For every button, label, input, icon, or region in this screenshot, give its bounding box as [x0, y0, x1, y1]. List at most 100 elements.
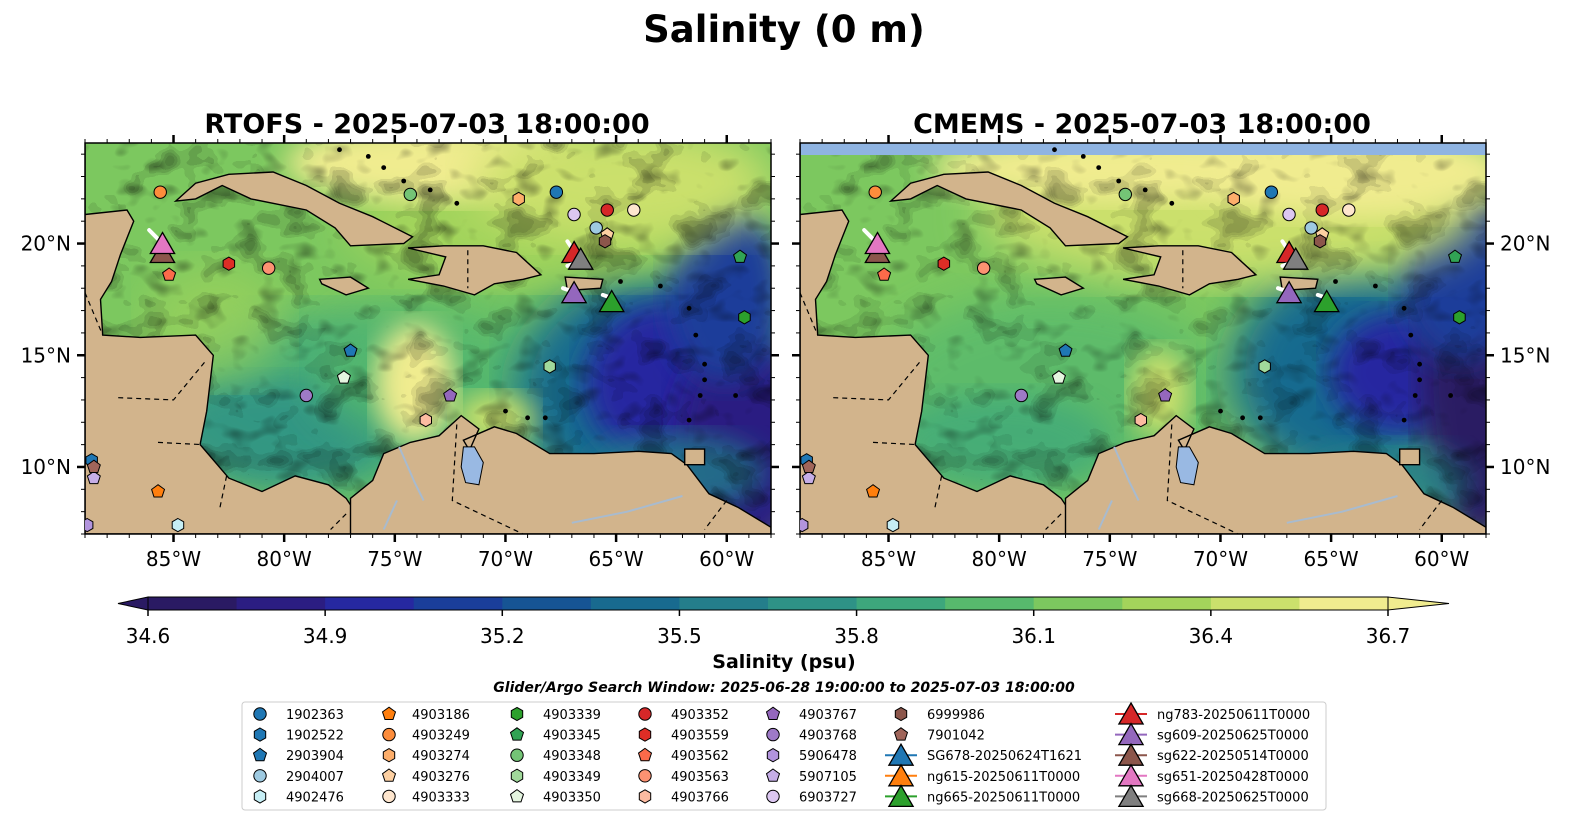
- island: [1218, 408, 1223, 414]
- legend-label: 4903249: [412, 729, 470, 744]
- legend-item-4903350: 4903350: [509, 788, 601, 805]
- panel-title-rtofs: RTOFS - 2025-07-03 18:00:00: [204, 109, 649, 140]
- island: [1240, 415, 1245, 421]
- colorbar-extend-low: [117, 596, 149, 611]
- colorbar-tick-label: 34.9: [303, 624, 348, 648]
- island: [1080, 154, 1086, 159]
- legend-label: 4903333: [412, 790, 470, 805]
- legend-label: 4903563: [671, 770, 729, 785]
- legend-item-4902476: 4902476: [253, 789, 344, 805]
- legend-marker: [381, 768, 397, 782]
- colorbar-segment: [679, 597, 769, 610]
- legend-label: sg651-20250428T0000: [1157, 770, 1309, 785]
- argo-float-4903350: [1051, 370, 1066, 384]
- legend-label: ng783-20250611T0000: [1157, 708, 1310, 723]
- island: [1408, 332, 1414, 338]
- legend-frame: [241, 701, 1327, 811]
- legend-item-4903349: 4903349: [510, 768, 601, 785]
- legend-marker: [510, 706, 524, 722]
- legend-marker: [509, 788, 525, 803]
- legend-label: 4903348: [543, 749, 601, 764]
- island: [1412, 393, 1418, 398]
- panel-title-cmems: CMEMS - 2025-07-03 18:00:00: [913, 109, 1371, 140]
- x-tick-label: 65°W: [588, 547, 643, 571]
- legend-label: SG678-20250624T1621: [927, 749, 1082, 764]
- argo-float-4903345: [1448, 249, 1463, 263]
- y-tick-label: 20°N: [21, 232, 71, 256]
- argo-float-1902363: [1264, 185, 1279, 199]
- legend-marker: [382, 727, 396, 742]
- country-border: [800, 292, 819, 336]
- colorbar-segment: [856, 597, 946, 610]
- x-tick-label: 65°W: [1303, 547, 1358, 571]
- y-tick-label: 10°N: [1500, 455, 1550, 479]
- island: [1052, 147, 1057, 153]
- argo-float-5906478: [85, 517, 94, 533]
- colorbar-segment: [1033, 597, 1123, 610]
- cmems-nodata-band: [800, 143, 1486, 155]
- argo-float-4903350: [336, 370, 351, 384]
- argo-float-4903249: [153, 185, 167, 199]
- colorbar-segment: [148, 597, 238, 610]
- legend-items: 1902363 1902522 2903904 2904007 4902476 49031…: [252, 701, 1310, 808]
- x-tick-label: 70°W: [478, 547, 533, 571]
- legend-label: 6903727: [799, 790, 857, 805]
- legend-label: sg622-20250514T0000: [1157, 749, 1309, 764]
- lake-maracaibo: [1175, 446, 1199, 486]
- legend-item-5906478: 5906478: [766, 748, 857, 764]
- legend-marker: [638, 769, 652, 783]
- legend-label: 4903559: [671, 729, 729, 744]
- argo-float-4903352: [1315, 203, 1329, 217]
- land-jamaica: [1033, 276, 1085, 296]
- island: [702, 377, 707, 383]
- country-border: [85, 292, 104, 336]
- land-trinidad: [1398, 448, 1421, 466]
- island: [503, 408, 508, 414]
- legend-item-sg622-20250514T0000: sg622-20250514T0000: [1115, 742, 1309, 766]
- legend-item-4903766: 4903766: [638, 789, 729, 805]
- legend-marker: [253, 727, 267, 742]
- legend-label: 2903904: [286, 749, 344, 764]
- legend-label: 4903186: [412, 708, 470, 723]
- colorbar-extend-high: [1387, 596, 1450, 611]
- glider-sg668-20250625T0000: [567, 246, 594, 270]
- colorbar-segment: [1299, 597, 1389, 610]
- argo-float-4902476: [171, 517, 185, 533]
- island: [686, 305, 692, 311]
- legend-marker: [253, 707, 267, 721]
- island: [618, 279, 623, 284]
- country-border: [1045, 513, 1062, 530]
- country-border: [451, 424, 525, 534]
- island: [454, 200, 460, 206]
- legend-label: 4903274: [412, 749, 470, 764]
- glider-ng665-20250611T0000: [1313, 289, 1340, 313]
- legend-item-4903767: 4903767: [765, 706, 857, 723]
- legend-label: 5907105: [799, 770, 857, 785]
- island: [525, 415, 530, 421]
- legend-item-sg668-20250625T0000: sg668-20250625T0000: [1115, 784, 1309, 808]
- island: [1417, 377, 1422, 383]
- island: [1417, 361, 1422, 367]
- glider-sg609-20250625T0000: [560, 280, 588, 304]
- legend-label: 1902522: [286, 729, 344, 744]
- argo-float-4903348: [1118, 187, 1132, 202]
- argo-float-4903274: [1227, 191, 1240, 207]
- argo-float-4903339: [1453, 310, 1466, 325]
- argo-float-4903345: [733, 249, 748, 263]
- legend-label: sg609-20250625T0000: [1157, 729, 1309, 744]
- country-border: [1166, 424, 1240, 534]
- argo-float-2903904: [343, 343, 358, 357]
- country-border: [704, 500, 728, 530]
- island: [693, 332, 699, 338]
- legend-item-1902522: 1902522: [253, 727, 344, 744]
- argo-float-4902476: [886, 517, 900, 533]
- argo-float-7901042: [801, 459, 816, 473]
- country-border: [330, 513, 347, 530]
- legend-label: 4903768: [799, 729, 857, 744]
- argo-float-4903333: [627, 203, 641, 217]
- island: [702, 361, 707, 367]
- y-tick-label: 15°N: [21, 343, 71, 367]
- plot-frame-rtofs: [84, 142, 772, 535]
- argo-float-4903333: [1342, 203, 1356, 217]
- legend-marker: [893, 727, 909, 741]
